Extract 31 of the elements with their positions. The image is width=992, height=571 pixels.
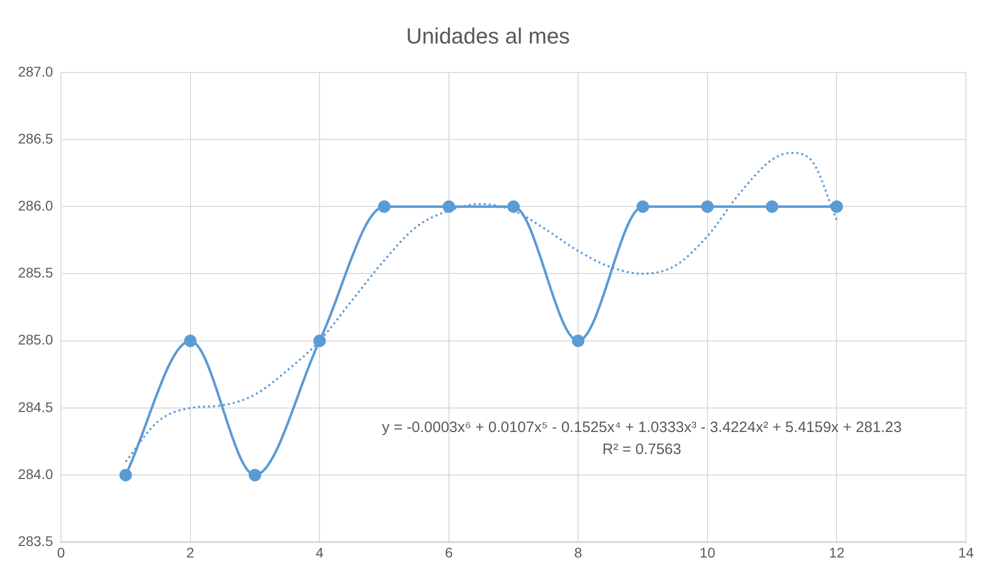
x-tick-label: 10 <box>700 544 716 560</box>
point <box>507 200 520 213</box>
point <box>119 468 132 482</box>
x-tick-label: 14 <box>958 544 974 560</box>
x-tick-label: 12 <box>828 544 845 560</box>
point <box>442 200 456 213</box>
x-tick-label: 0 <box>57 544 66 560</box>
point <box>184 334 197 348</box>
x-tick-label: 6 <box>444 544 453 560</box>
y-tick-label: 286.5 <box>18 130 54 146</box>
point <box>636 200 650 213</box>
y-tick-label: 285.0 <box>18 332 54 348</box>
y-tick-label: 284.5 <box>18 398 54 415</box>
annotation: y = -0.0003x⁶ + 0.0107x⁵ - 0.1525x⁴ + 1.0333x³ - 3.4224x² + 5.4159x + 281.23 <box>382 419 902 436</box>
y-tick-label: 285.5 <box>18 264 54 281</box>
point <box>248 468 262 482</box>
x-tick-label: 8 <box>574 544 582 560</box>
y-tick-label: 286.0 <box>18 197 54 214</box>
y-tick-label: 287.0 <box>18 63 54 80</box>
y-tick-label: 284.0 <box>18 466 54 482</box>
x-tick-label: 2 <box>186 544 194 560</box>
chart-title: Unidades al mes <box>406 23 570 48</box>
point <box>766 200 778 213</box>
point <box>830 200 843 213</box>
x-tick-label: 4 <box>316 544 324 560</box>
point <box>313 334 326 348</box>
point <box>378 200 390 213</box>
point <box>572 334 584 348</box>
point <box>701 200 714 213</box>
y-tick-label: 283.5 <box>18 533 54 550</box>
annotation: R² = 0.7563 <box>602 441 682 458</box>
